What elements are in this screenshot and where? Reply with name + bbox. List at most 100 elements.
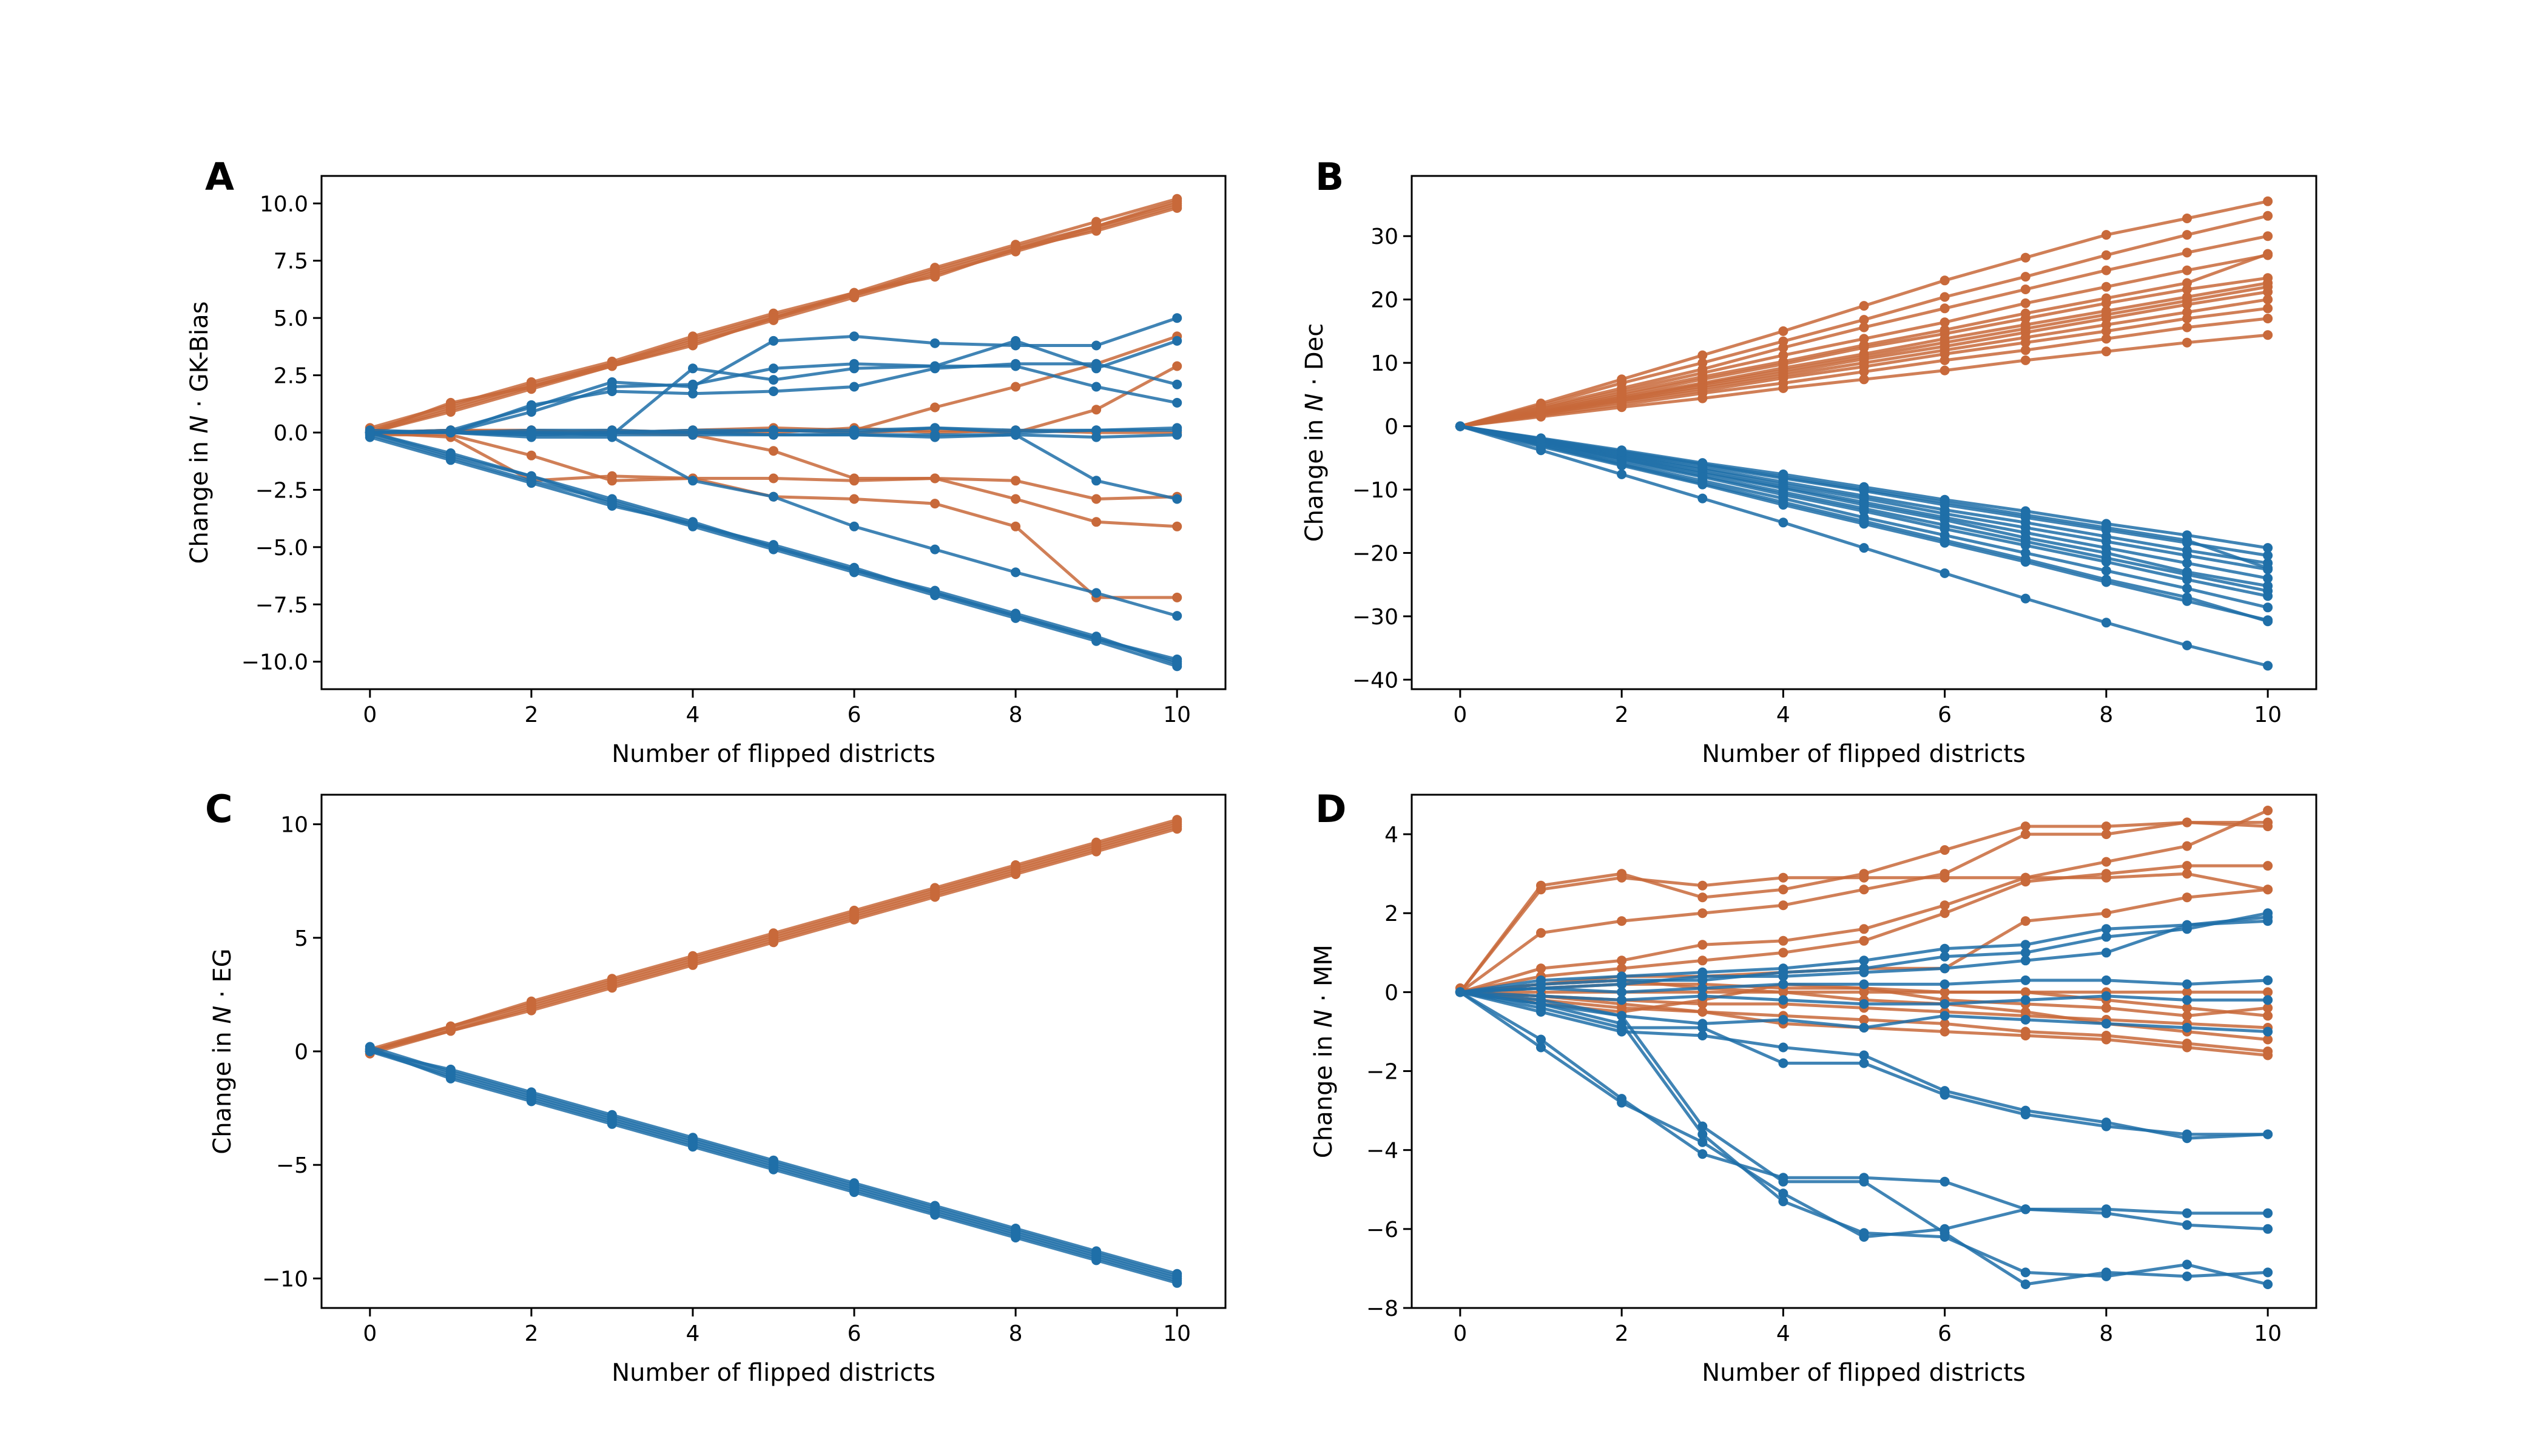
panel-c-data-point — [769, 937, 778, 948]
panel-a-data-point — [365, 428, 375, 437]
panel-b-x-axis-label: Number of flipped districts — [1702, 740, 2026, 768]
panel-d-data-point — [1697, 991, 1708, 1001]
panel-a-y-tick-label: 7.5 — [274, 249, 308, 274]
panel-b-data-point — [2101, 618, 2111, 628]
panel-b-data-point — [2263, 543, 2273, 553]
panel-a-x-tick-label: 10 — [1163, 703, 1191, 727]
panel-d-data-point — [1940, 845, 1950, 855]
panel-a-x-tick-label: 2 — [524, 703, 538, 727]
panel-b-data-point — [1697, 350, 1708, 360]
panel-d-data-point — [2263, 1267, 2273, 1278]
panel-d-data-point — [1859, 1058, 1869, 1068]
panel-d-data-point — [2101, 857, 2111, 867]
panel-c-series-blue-04 — [365, 1044, 1182, 1288]
panel-d-data-point — [1536, 928, 1546, 938]
panel-c-x-tick-label: 10 — [1163, 1321, 1191, 1346]
panel-d-data-point — [1859, 869, 1869, 879]
panel-d-data-point — [2101, 1271, 2111, 1281]
panel-b-data-point — [2263, 249, 2273, 259]
panel-c-data-point — [1172, 824, 1182, 834]
panel-b-data-point — [2182, 322, 2192, 332]
panel-d-data-point — [1778, 1196, 1788, 1207]
panel-a-data-point — [930, 361, 940, 371]
panel-c-series-blue-05 — [365, 1046, 1182, 1279]
panel-c-data-point — [1091, 1255, 1102, 1266]
panel-b-data-point — [1859, 301, 1869, 311]
panel-c-data-point — [526, 1005, 536, 1016]
panel-a-data-point — [1172, 611, 1182, 621]
panel-d-data-point — [1617, 979, 1627, 989]
panel-a-data-point — [769, 375, 778, 385]
panel-c-data-point — [688, 960, 698, 970]
panel-a-data-point — [930, 544, 940, 554]
panel-a-data-point — [769, 430, 778, 440]
panel-d-data-point — [1778, 995, 1788, 1005]
panel-b-data-point — [1940, 355, 1950, 365]
panel-a-data-point — [769, 386, 778, 396]
panel-d-data-point — [1697, 1149, 1708, 1159]
panel-b-data-point — [2020, 272, 2031, 282]
panel-d-data-point — [1697, 1137, 1708, 1147]
panel-b-data-point — [2020, 337, 2031, 348]
panel-b-data-point — [1940, 524, 1950, 534]
panel-d-x-tick-label: 6 — [1938, 1321, 1952, 1346]
panel-b-data-point — [1617, 469, 1627, 479]
panel-d-data-point — [1940, 900, 1950, 911]
panel-a-data-point — [1011, 361, 1021, 371]
panel-b-data-point — [2263, 314, 2273, 323]
panel-d-data-point — [1617, 869, 1627, 879]
panel-a-data-point — [445, 455, 456, 465]
panel-d-data-point — [1778, 948, 1788, 958]
panel-d-data-point — [2020, 1204, 2031, 1215]
panel-a-ylabel-post: · GK-Bias — [186, 301, 214, 415]
panel-c-data-point — [1091, 837, 1102, 848]
panel-b-data-point — [1940, 325, 1950, 335]
panel-b-data-point — [1617, 459, 1627, 470]
panel-d-data-point — [2182, 995, 2192, 1005]
panel-d-data-point — [2182, 979, 2192, 989]
panel-a-data-point — [930, 432, 940, 442]
panel-b-data-point — [2263, 563, 2273, 573]
panel-b-y-axis: 30 20 10 0 −10 −20 −30 −40 — [1352, 224, 1412, 693]
panel-b-data-point — [2263, 211, 2273, 221]
panel-a-data-point — [1011, 335, 1021, 346]
panel-a-data-point — [1172, 494, 1182, 504]
panel-d-data-point — [2101, 948, 2111, 958]
panel-a-data-point — [445, 428, 456, 437]
panel-a-x-tick-label: 6 — [848, 703, 861, 727]
panel-b-data-point — [1536, 411, 1546, 422]
panel-b-data-point — [2020, 285, 2031, 294]
panel-a-data-point — [1091, 405, 1102, 415]
panel-b-data-point — [1536, 405, 1546, 415]
panel-c-data-point — [1172, 815, 1182, 825]
panel-d-data-point — [2182, 1259, 2192, 1270]
panel-d-data-point — [2263, 987, 2273, 997]
panel-a-data-point — [526, 450, 536, 460]
panel-d-data-point — [1778, 900, 1788, 911]
panel-a-data-point — [1011, 521, 1021, 531]
panel-b-x-axis: 0 2 4 6 8 10 — [1453, 689, 2282, 727]
panel-d-ylabel-post: · MM — [1310, 945, 1338, 1009]
panel-a-data-point — [1091, 517, 1102, 527]
panel-d-data-point — [1859, 1050, 1869, 1060]
panel-a-data-point — [1091, 588, 1102, 598]
panel-b-data-point — [2182, 230, 2192, 240]
panel-c-data-point — [688, 1142, 698, 1152]
panel-a-data-point — [445, 397, 456, 408]
panel-a: A 0 2 4 6 8 10 10.0 7.5 5.0 2.5 0.0 −2.5 −5.0 −7.5 −1… — [186, 155, 1227, 768]
panel-b-data-point — [1697, 372, 1708, 382]
panel-d-y-tick-label: 4 — [1384, 823, 1398, 848]
panel-d-data-point — [2101, 869, 2111, 879]
panel-d-data-point — [1617, 1097, 1627, 1108]
panel-c-data-point — [1091, 1246, 1102, 1256]
panel-d-data-point — [2101, 1034, 2111, 1045]
panel-b-data-point — [1859, 322, 1869, 332]
panel-d-data-point — [1697, 1006, 1708, 1017]
panel-d-data-point — [2020, 1267, 2031, 1278]
panel-a-data-point — [526, 430, 536, 440]
panel-b-series-orange-10 — [1455, 303, 2273, 431]
panel-d-data-point — [2101, 924, 2111, 934]
panel-c-data-point — [1172, 1269, 1182, 1279]
panel-d-data-point — [1617, 995, 1627, 1005]
